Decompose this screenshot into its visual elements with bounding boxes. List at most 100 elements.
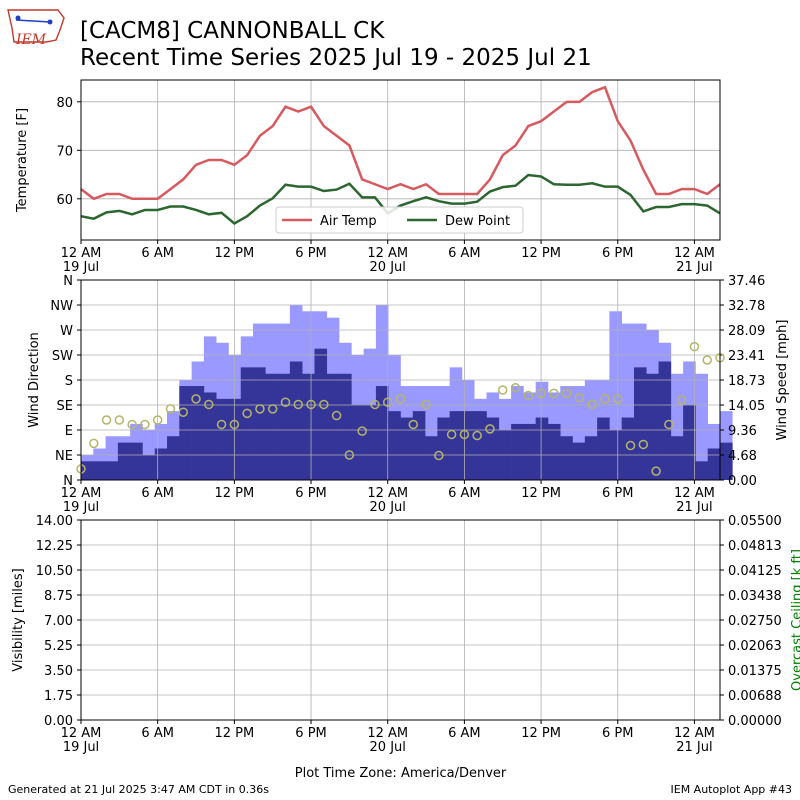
wind-direction-point [242,408,252,419]
wind-direction-point [689,341,700,352]
speed-bar [646,373,659,480]
vis-xtick-label: 12 AM [674,726,715,741]
wind-direction-point [140,419,150,430]
wind-direction-point [536,388,546,399]
wind-xtick-label: 6 PM [295,486,326,501]
wind-direction-point [344,450,355,460]
speed-bar [179,386,192,480]
wind-direction-point [101,415,112,425]
vis-xtick-date-label: 20 Jul [370,740,406,755]
wind-direction-point [459,429,470,440]
speed-bar [81,461,94,480]
speed-bar [695,461,709,480]
wind-direction-point [421,399,431,410]
wind-speed-tick-label: 4.68 [728,449,757,464]
temp-xtick-label: 6 PM [295,246,326,261]
wind-dir-tick-label: SW [52,349,73,364]
wind-speed-tick-label: 28.09 [728,324,765,339]
ceiling-ylabel: Overcast Ceiling [k ft] [790,549,800,691]
wind-xtick-label: 6 AM [448,486,481,501]
wind-direction-point [587,399,597,410]
speed-bar [93,461,106,480]
wind-direction-point [178,407,188,417]
vis-xtick-label: 6 PM [602,726,633,741]
iowa-outline-icon [7,9,65,43]
temp-ylabel: Temperature [F] [15,108,30,213]
wind-xtick-label: 6 AM [141,486,174,501]
wind-xtick-date-label: 19 Jul [63,500,99,515]
speed-bar [240,367,254,480]
wind-speed-ylabel: Wind Speed [mph] [775,320,790,441]
temp-ytick-label: 70 [56,144,73,159]
legend-label-1: Dew Point [445,214,510,229]
wind-direction-point [523,390,534,401]
chart-subtitle: Recent Time Series 2025 Jul 19 - 2025 Ju… [80,45,592,71]
wind-direction-point [625,440,636,451]
wind-direction-point [255,404,265,414]
speed-bar [130,442,143,480]
vis-xtick-label: 12 AM [367,726,408,741]
ceiling-tick-label: 0.00000 [728,714,782,729]
speed-bar [461,411,475,480]
temp-xtick-label: 6 PM [602,246,633,261]
generated-timestamp: Generated at 21 Jul 2025 3:47 AM CDT in … [8,783,269,796]
wind-panel-frame [80,279,721,481]
vis-ylabel: Visibility [miles] [11,568,26,671]
wind-direction-point [497,385,508,395]
speed-bar [425,436,438,480]
vis-xtick-label: 12 PM [214,726,254,741]
vis-tick-label: 0.00 [44,714,73,729]
speed-bar [560,436,573,480]
vis-tick-label: 7.00 [44,614,73,629]
speed-bar [339,373,352,480]
temp-xtick-label: 12 AM [61,246,102,261]
wind-speed-tick-label: 32.78 [728,299,765,314]
speed-bar [105,461,119,480]
speed-bar [683,404,696,480]
temp-xtick-date-label: 20 Jul [370,260,406,275]
vis-xtick-date-label: 21 Jul [676,740,712,755]
speed-bar [511,423,524,480]
speed-bar [142,454,156,480]
wind-direction-point [319,399,329,410]
wind-direction-point [561,388,572,399]
speed-bar [720,442,733,480]
wind-direction-point [152,415,163,425]
wind-direction-point [191,394,201,404]
wind-speed-tick-label: 14.05 [728,399,765,414]
legend-label-0: Air Temp [320,214,377,229]
chart-title: [CACM8] CANNONBALL CK [80,18,385,44]
vis-tick-label: 3.50 [44,664,73,679]
wind-dir-tick-label: W [60,324,73,339]
wind-direction-point [127,419,137,430]
wind-direction-point [676,395,687,405]
wind-speed-tick-label: 37.46 [728,274,765,289]
wind-xtick-label: 12 AM [61,486,102,501]
speed-bar [326,373,340,480]
temp-xtick-label: 6 AM [448,246,481,261]
wind-direction-point [229,419,240,430]
logo-text: IEM [15,32,47,48]
ceiling-tick-label: 0.02063 [728,639,782,654]
wind-xtick-label: 6 PM [602,486,633,501]
speed-bar [191,386,205,480]
speed-bar [633,367,647,480]
ceiling-tick-label: 0.04125 [728,564,782,579]
speed-bar [375,386,389,480]
app-credit: IEM Autoplot App #43 [670,783,793,796]
wind-xtick-label: 12 AM [674,486,715,501]
speed-bar [584,436,598,480]
speed-bar [437,417,450,480]
wind-speed-tick-label: 18.73 [728,374,765,389]
temp-panel-frame [80,79,721,241]
wind-direction-point [216,419,227,430]
temp-legend-box [275,206,524,234]
speed-bar [302,373,315,480]
wind-direction-point [395,394,406,404]
wind-dir-tick-label: E [65,424,73,439]
vis-xtick-label: 12 AM [61,726,102,741]
wind-xtick-label: 12 AM [367,486,408,501]
temp-xtick-label: 6 AM [141,246,174,261]
speed-bar [547,423,561,480]
